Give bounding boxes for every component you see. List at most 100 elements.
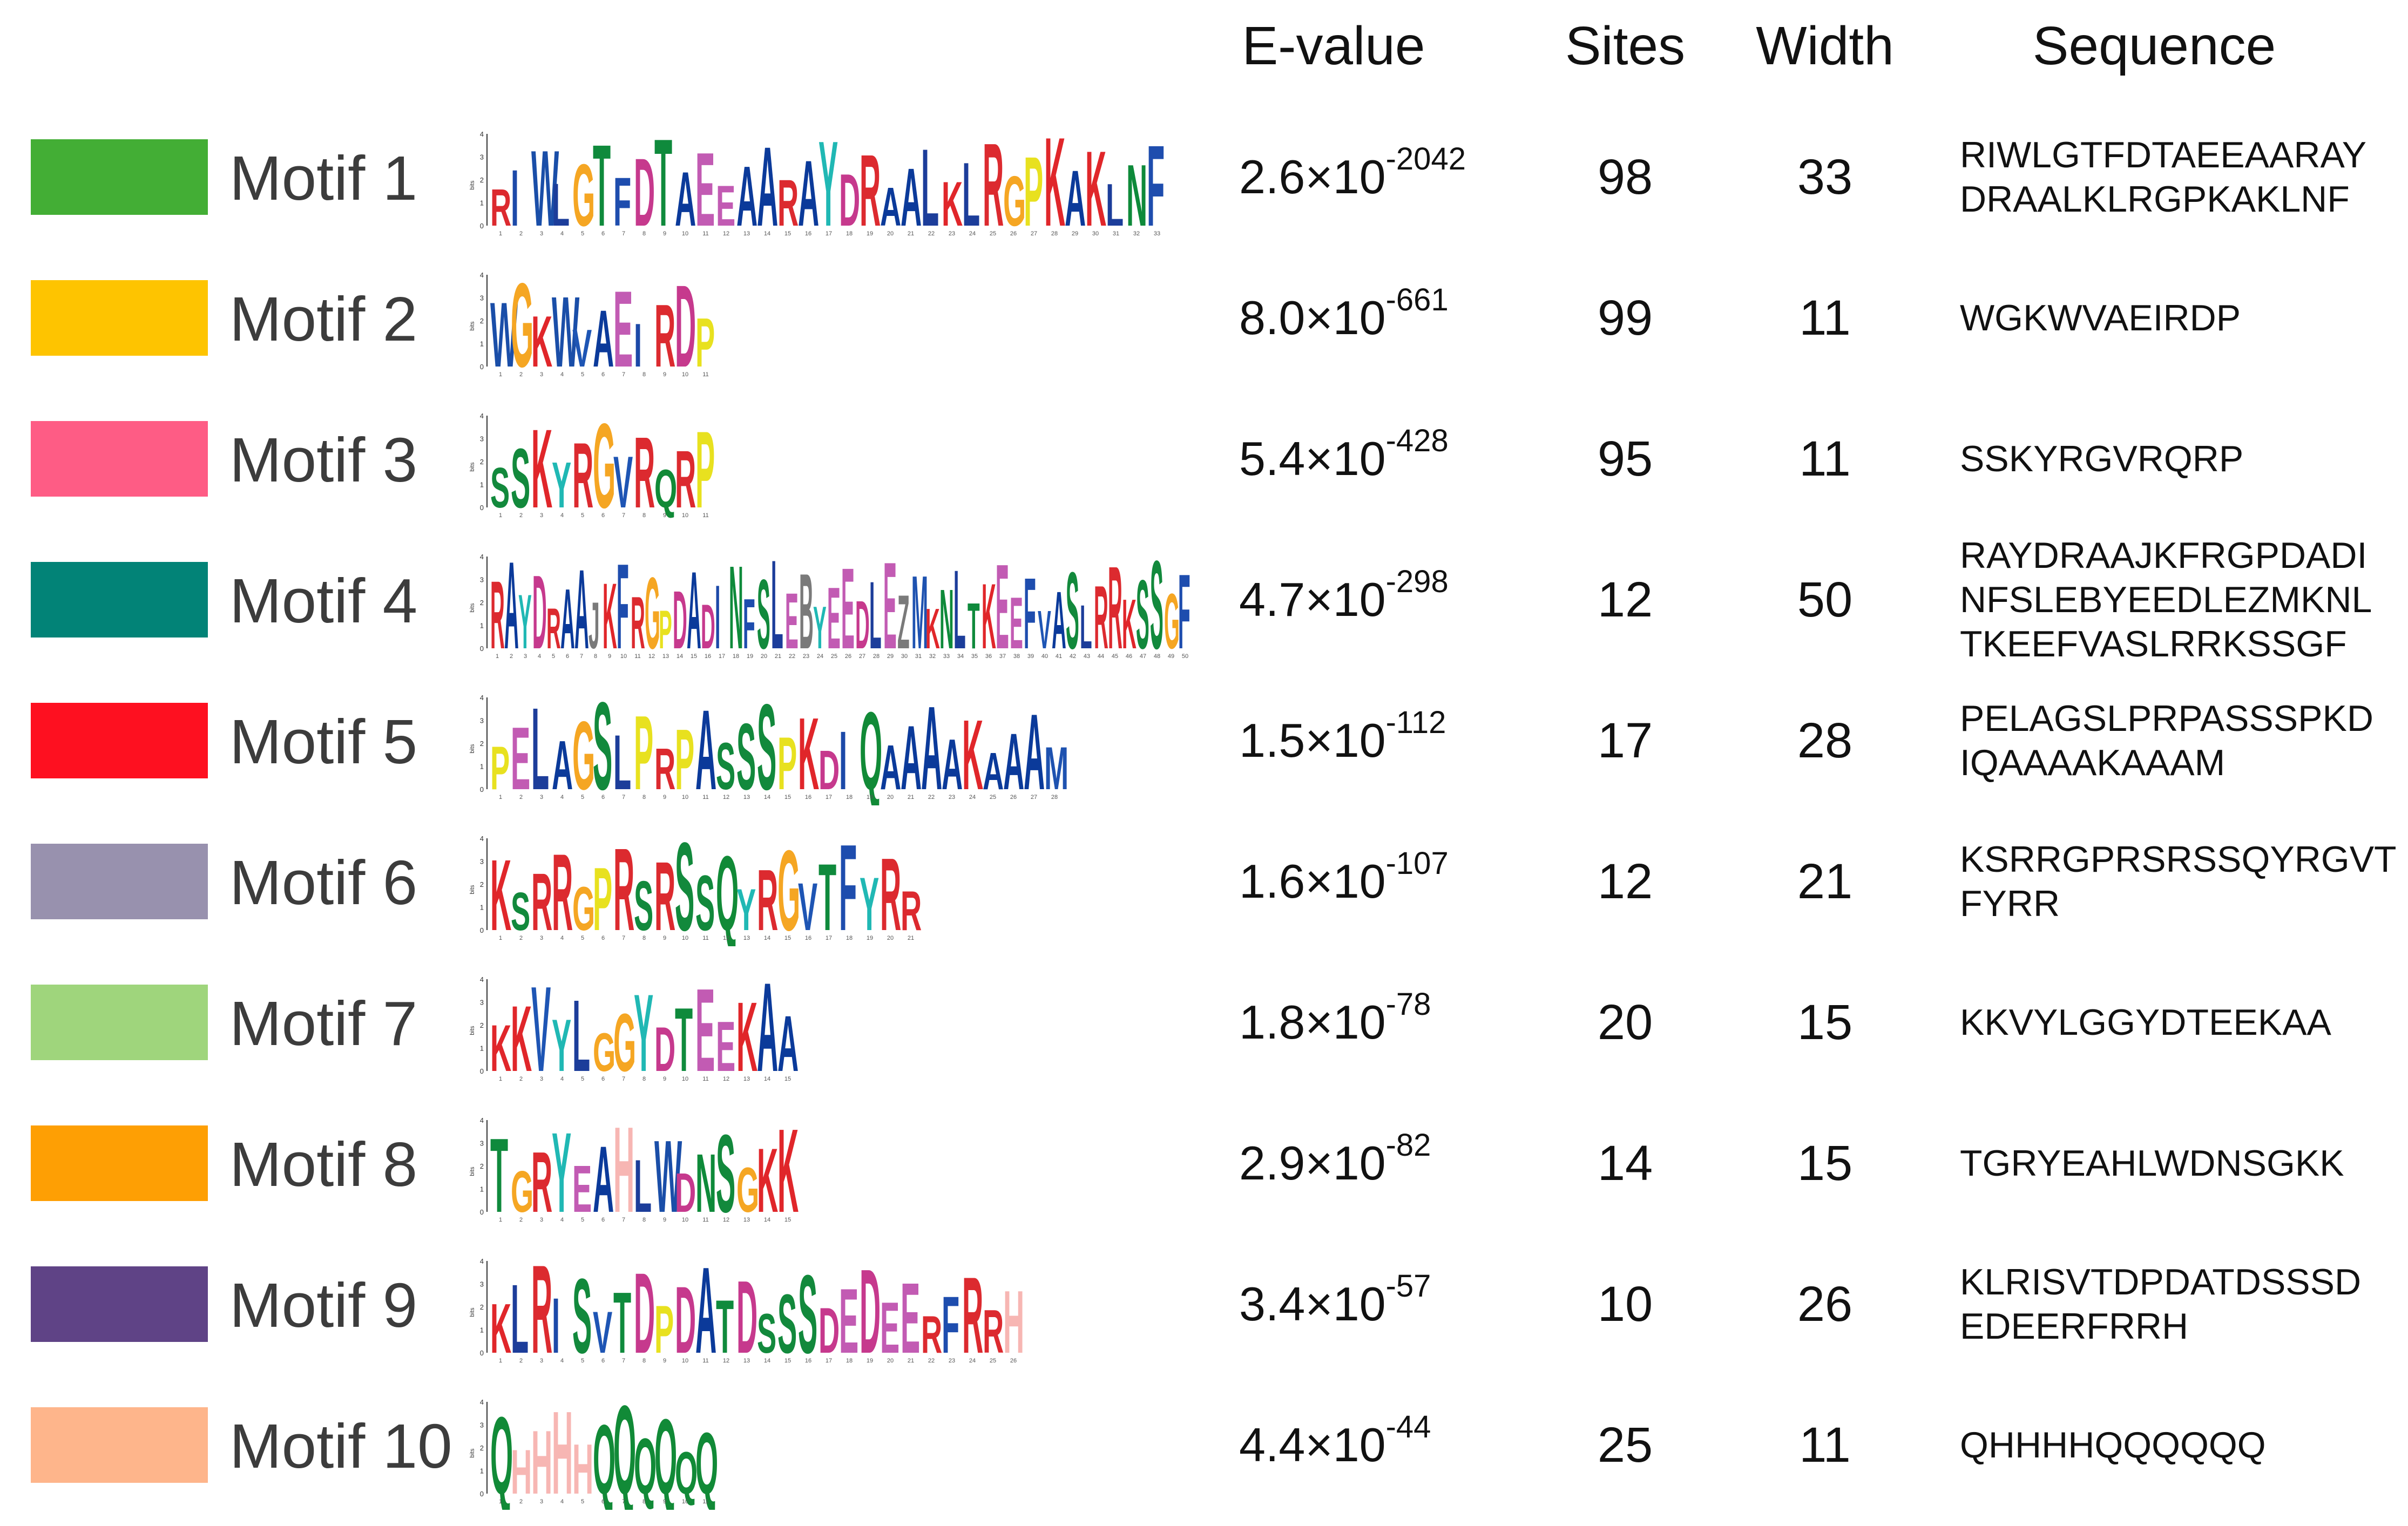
logo-letter: G — [1164, 577, 1180, 664]
logo-letter: L — [962, 144, 980, 242]
logo-position-label: 16 — [805, 1358, 811, 1364]
header-evalue: E-value — [1242, 16, 1425, 76]
logo-position-label: 5 — [552, 653, 555, 660]
logo-position-label: 22 — [789, 653, 795, 660]
logo-letter: M — [911, 554, 928, 664]
logo-position-label: 3 — [540, 1076, 543, 1082]
motif-sequence: QHHHHQQQQQQ — [1960, 1425, 2266, 1466]
logo-y-tick: 1 — [480, 481, 484, 489]
logo-letter: R — [613, 823, 634, 946]
logo-y-tick: 2 — [480, 1162, 484, 1170]
logo-letter: F — [839, 822, 857, 946]
logo-letter: S — [593, 681, 612, 805]
logo-letter: I — [511, 153, 519, 242]
evalue-exponent: -661 — [1385, 282, 1449, 317]
logo-position-label: 7 — [622, 935, 625, 941]
logo-letter: S — [695, 859, 715, 946]
logo-position-label: 7 — [622, 1498, 625, 1505]
logo-letter: S — [736, 704, 756, 805]
logo-letter: S — [798, 1252, 817, 1369]
logo-position-label: 3 — [524, 653, 527, 660]
logo-position-label: 3 — [540, 512, 543, 519]
logo-position-label: 23 — [949, 230, 955, 237]
logo-letter: R — [757, 852, 778, 946]
logo-letter: G — [593, 399, 615, 524]
motif-row: Motif 9 0 1 2 3 4 bits K 1 L 2 R 3 I 4 S 5 V 6 T 7 D 8 P 9 D 10 A 11… — [0, 1245, 2408, 1385]
evalue-exponent: -82 — [1385, 1128, 1431, 1163]
logo-position-label: 8 — [642, 794, 646, 801]
motif-evalue: 1.6×10-107 — [1239, 846, 1449, 914]
logo-position-label: 1 — [499, 371, 502, 378]
logo-position-label: 1 — [499, 1217, 502, 1223]
logo-letter: Q — [654, 1396, 677, 1510]
logo-y-tick: 3 — [480, 1140, 484, 1148]
header-sequence: Sequence — [2032, 16, 2276, 76]
logo-position-label: 9 — [663, 1358, 666, 1364]
logo-position-label: 15 — [784, 794, 791, 801]
sequence-logo: 0 1 2 3 4 bits T 1 G 2 R 3 Y 4 E 5 A 6 H 7 L 8 W 9 D 10 N 11 S 12 G 13 K… — [469, 1104, 803, 1228]
logo-letter: S — [1150, 540, 1164, 664]
logo-letter: L — [921, 126, 939, 242]
logo-letter: E — [883, 540, 897, 664]
logo-letter: T — [613, 1274, 631, 1369]
logo-position-label: 8 — [594, 653, 597, 660]
logo-position-label: 5 — [581, 1358, 584, 1364]
logo-position-label: 7 — [622, 512, 625, 519]
logo-position-label: 7 — [622, 230, 625, 237]
motif-sequence: KLRISVTDPDATDSSSD EDEERFRRH — [1960, 1262, 2362, 1347]
logo-position-label: 13 — [743, 1076, 750, 1082]
logo-letter: H — [511, 1437, 532, 1508]
logo-letter: L — [552, 171, 570, 239]
logo-letter: E — [695, 964, 715, 1087]
logo-position-label: 11 — [702, 230, 708, 237]
logo-position-label: 1 — [496, 653, 499, 660]
logo-position-label: 21 — [775, 653, 781, 660]
logo-letter: D — [673, 573, 687, 664]
logo-letter: Q — [860, 689, 882, 805]
logo-letter: P — [593, 850, 612, 946]
motif-evalue: 2.6×10-2042 — [1239, 141, 1466, 210]
logo-letter: K — [962, 699, 983, 805]
logo-letter: W — [552, 276, 579, 383]
logo-position-label: 13 — [743, 230, 750, 237]
logo-letter: R — [654, 737, 675, 802]
logo-position-label: 38 — [1013, 653, 1020, 660]
logo-letter: F — [942, 1279, 959, 1369]
logo-letter: H — [552, 1386, 573, 1510]
logo-letter: A — [880, 177, 901, 238]
logo-position-label: 50 — [1182, 653, 1188, 660]
logo-position-label: 1 — [499, 794, 502, 801]
logo-letter: D — [839, 159, 860, 242]
logo-y-label: bits — [469, 885, 476, 894]
logo-y-tick: 0 — [480, 1349, 484, 1357]
logo-position-label: 5 — [581, 1076, 584, 1082]
logo-position-label: 11 — [702, 1076, 708, 1082]
logo-letter: L — [1080, 592, 1092, 662]
logo-letter: J — [589, 589, 600, 663]
logo-letter: R — [654, 842, 675, 946]
logo-letter: P — [695, 409, 715, 524]
logo-position-label: 29 — [887, 653, 894, 660]
evalue-base: 4.4×10 — [1239, 1418, 1386, 1471]
logo-position-label: 4 — [560, 230, 564, 237]
logo-position-label: 41 — [1056, 653, 1062, 660]
logo-position-label: 28 — [1051, 230, 1058, 237]
logo-position-label: 10 — [682, 1217, 688, 1223]
logo-letter: Y — [518, 579, 532, 664]
logo-position-label: 32 — [1133, 230, 1140, 237]
logo-position-label: 10 — [682, 371, 688, 378]
motif-label: Motif 1 — [229, 143, 418, 213]
logo-letter: K — [982, 565, 996, 664]
logo-position-label: 1 — [499, 230, 502, 237]
logo-position-label: 23 — [803, 653, 809, 660]
logo-position-label: 6 — [601, 1498, 605, 1505]
evalue-exponent: -428 — [1385, 423, 1449, 458]
logo-position-label: 7 — [622, 1076, 625, 1082]
logo-letter: L — [634, 1145, 652, 1228]
logo-position-label: 19 — [747, 653, 753, 660]
logo-position-label: 3 — [540, 230, 543, 237]
logo-position-label: 33 — [1154, 230, 1160, 237]
logo-position-label: 3 — [540, 935, 543, 941]
logo-letter: S — [757, 1302, 776, 1365]
